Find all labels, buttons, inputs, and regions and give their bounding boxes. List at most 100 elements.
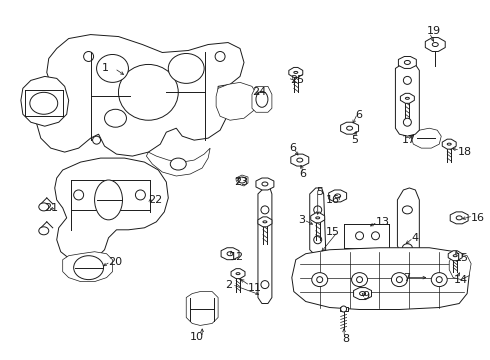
Text: 4: 4 — [412, 233, 418, 243]
Ellipse shape — [261, 206, 269, 214]
Ellipse shape — [84, 51, 94, 62]
Ellipse shape — [403, 118, 412, 126]
Polygon shape — [400, 93, 415, 103]
Polygon shape — [395, 62, 419, 136]
Ellipse shape — [396, 276, 402, 283]
Ellipse shape — [74, 190, 84, 200]
Text: 25: 25 — [290, 75, 304, 85]
Ellipse shape — [256, 91, 268, 107]
Ellipse shape — [346, 126, 353, 130]
Ellipse shape — [315, 258, 321, 262]
Ellipse shape — [316, 217, 319, 219]
Ellipse shape — [314, 206, 322, 214]
Polygon shape — [412, 128, 441, 148]
Ellipse shape — [404, 60, 410, 64]
Text: 16: 16 — [471, 213, 485, 223]
Ellipse shape — [168, 54, 204, 84]
Ellipse shape — [317, 276, 323, 283]
Text: 7: 7 — [403, 273, 411, 283]
Ellipse shape — [150, 196, 156, 202]
Polygon shape — [258, 188, 272, 303]
Polygon shape — [311, 213, 325, 223]
Ellipse shape — [227, 252, 233, 256]
Text: 2: 2 — [225, 280, 232, 289]
Polygon shape — [448, 251, 462, 261]
Polygon shape — [309, 254, 327, 266]
Polygon shape — [37, 35, 244, 156]
Text: 14: 14 — [454, 275, 468, 285]
Polygon shape — [341, 122, 359, 134]
Ellipse shape — [312, 273, 328, 287]
Text: 18: 18 — [458, 147, 472, 157]
Polygon shape — [258, 217, 272, 227]
Text: 8: 8 — [343, 334, 350, 345]
Ellipse shape — [39, 227, 49, 235]
Text: 11: 11 — [248, 283, 262, 293]
Ellipse shape — [436, 276, 442, 283]
Polygon shape — [21, 76, 69, 126]
Ellipse shape — [171, 158, 186, 170]
Ellipse shape — [402, 206, 413, 214]
Polygon shape — [397, 188, 419, 260]
Ellipse shape — [456, 216, 462, 220]
Ellipse shape — [403, 76, 412, 84]
Ellipse shape — [405, 97, 409, 99]
Polygon shape — [425, 37, 445, 51]
Text: 3: 3 — [298, 215, 305, 225]
Text: 22: 22 — [148, 195, 163, 205]
Polygon shape — [236, 175, 248, 186]
Polygon shape — [148, 194, 158, 204]
Polygon shape — [354, 288, 371, 300]
Polygon shape — [147, 148, 210, 176]
Text: 13: 13 — [375, 217, 390, 227]
Ellipse shape — [135, 190, 146, 200]
Text: 5: 5 — [316, 187, 323, 197]
Ellipse shape — [357, 276, 363, 283]
Text: 15: 15 — [455, 253, 469, 263]
Ellipse shape — [236, 273, 240, 275]
Text: 12: 12 — [230, 252, 244, 262]
Polygon shape — [442, 139, 456, 149]
Polygon shape — [256, 178, 274, 190]
Ellipse shape — [356, 232, 364, 240]
Polygon shape — [186, 292, 218, 325]
Ellipse shape — [261, 280, 269, 289]
Polygon shape — [252, 86, 272, 112]
Ellipse shape — [392, 273, 407, 287]
Polygon shape — [329, 190, 346, 202]
Text: 10: 10 — [190, 332, 204, 342]
Ellipse shape — [263, 221, 267, 223]
Polygon shape — [221, 248, 239, 260]
Ellipse shape — [215, 51, 225, 62]
Ellipse shape — [432, 42, 438, 46]
Ellipse shape — [335, 194, 341, 198]
Ellipse shape — [341, 306, 346, 312]
Ellipse shape — [402, 244, 413, 252]
Ellipse shape — [93, 136, 100, 144]
Polygon shape — [449, 254, 471, 280]
Ellipse shape — [360, 292, 366, 296]
Text: 1: 1 — [101, 63, 108, 73]
Text: 20: 20 — [108, 257, 122, 267]
Ellipse shape — [97, 54, 128, 82]
Text: 6: 6 — [356, 110, 363, 120]
Polygon shape — [310, 188, 326, 256]
Ellipse shape — [262, 182, 268, 186]
Text: 21: 21 — [45, 203, 59, 213]
Text: 6: 6 — [289, 143, 296, 153]
Ellipse shape — [104, 109, 126, 127]
Ellipse shape — [447, 143, 451, 145]
Ellipse shape — [39, 203, 49, 211]
Polygon shape — [216, 82, 258, 120]
Text: 6: 6 — [299, 169, 306, 179]
Polygon shape — [231, 269, 245, 279]
Polygon shape — [289, 67, 303, 77]
Text: 16: 16 — [326, 195, 340, 205]
Ellipse shape — [30, 92, 58, 114]
Text: 24: 24 — [252, 87, 266, 97]
Ellipse shape — [294, 71, 298, 73]
Ellipse shape — [352, 273, 368, 287]
Ellipse shape — [95, 180, 122, 220]
Text: 5: 5 — [352, 135, 359, 145]
Text: 15: 15 — [326, 227, 340, 237]
